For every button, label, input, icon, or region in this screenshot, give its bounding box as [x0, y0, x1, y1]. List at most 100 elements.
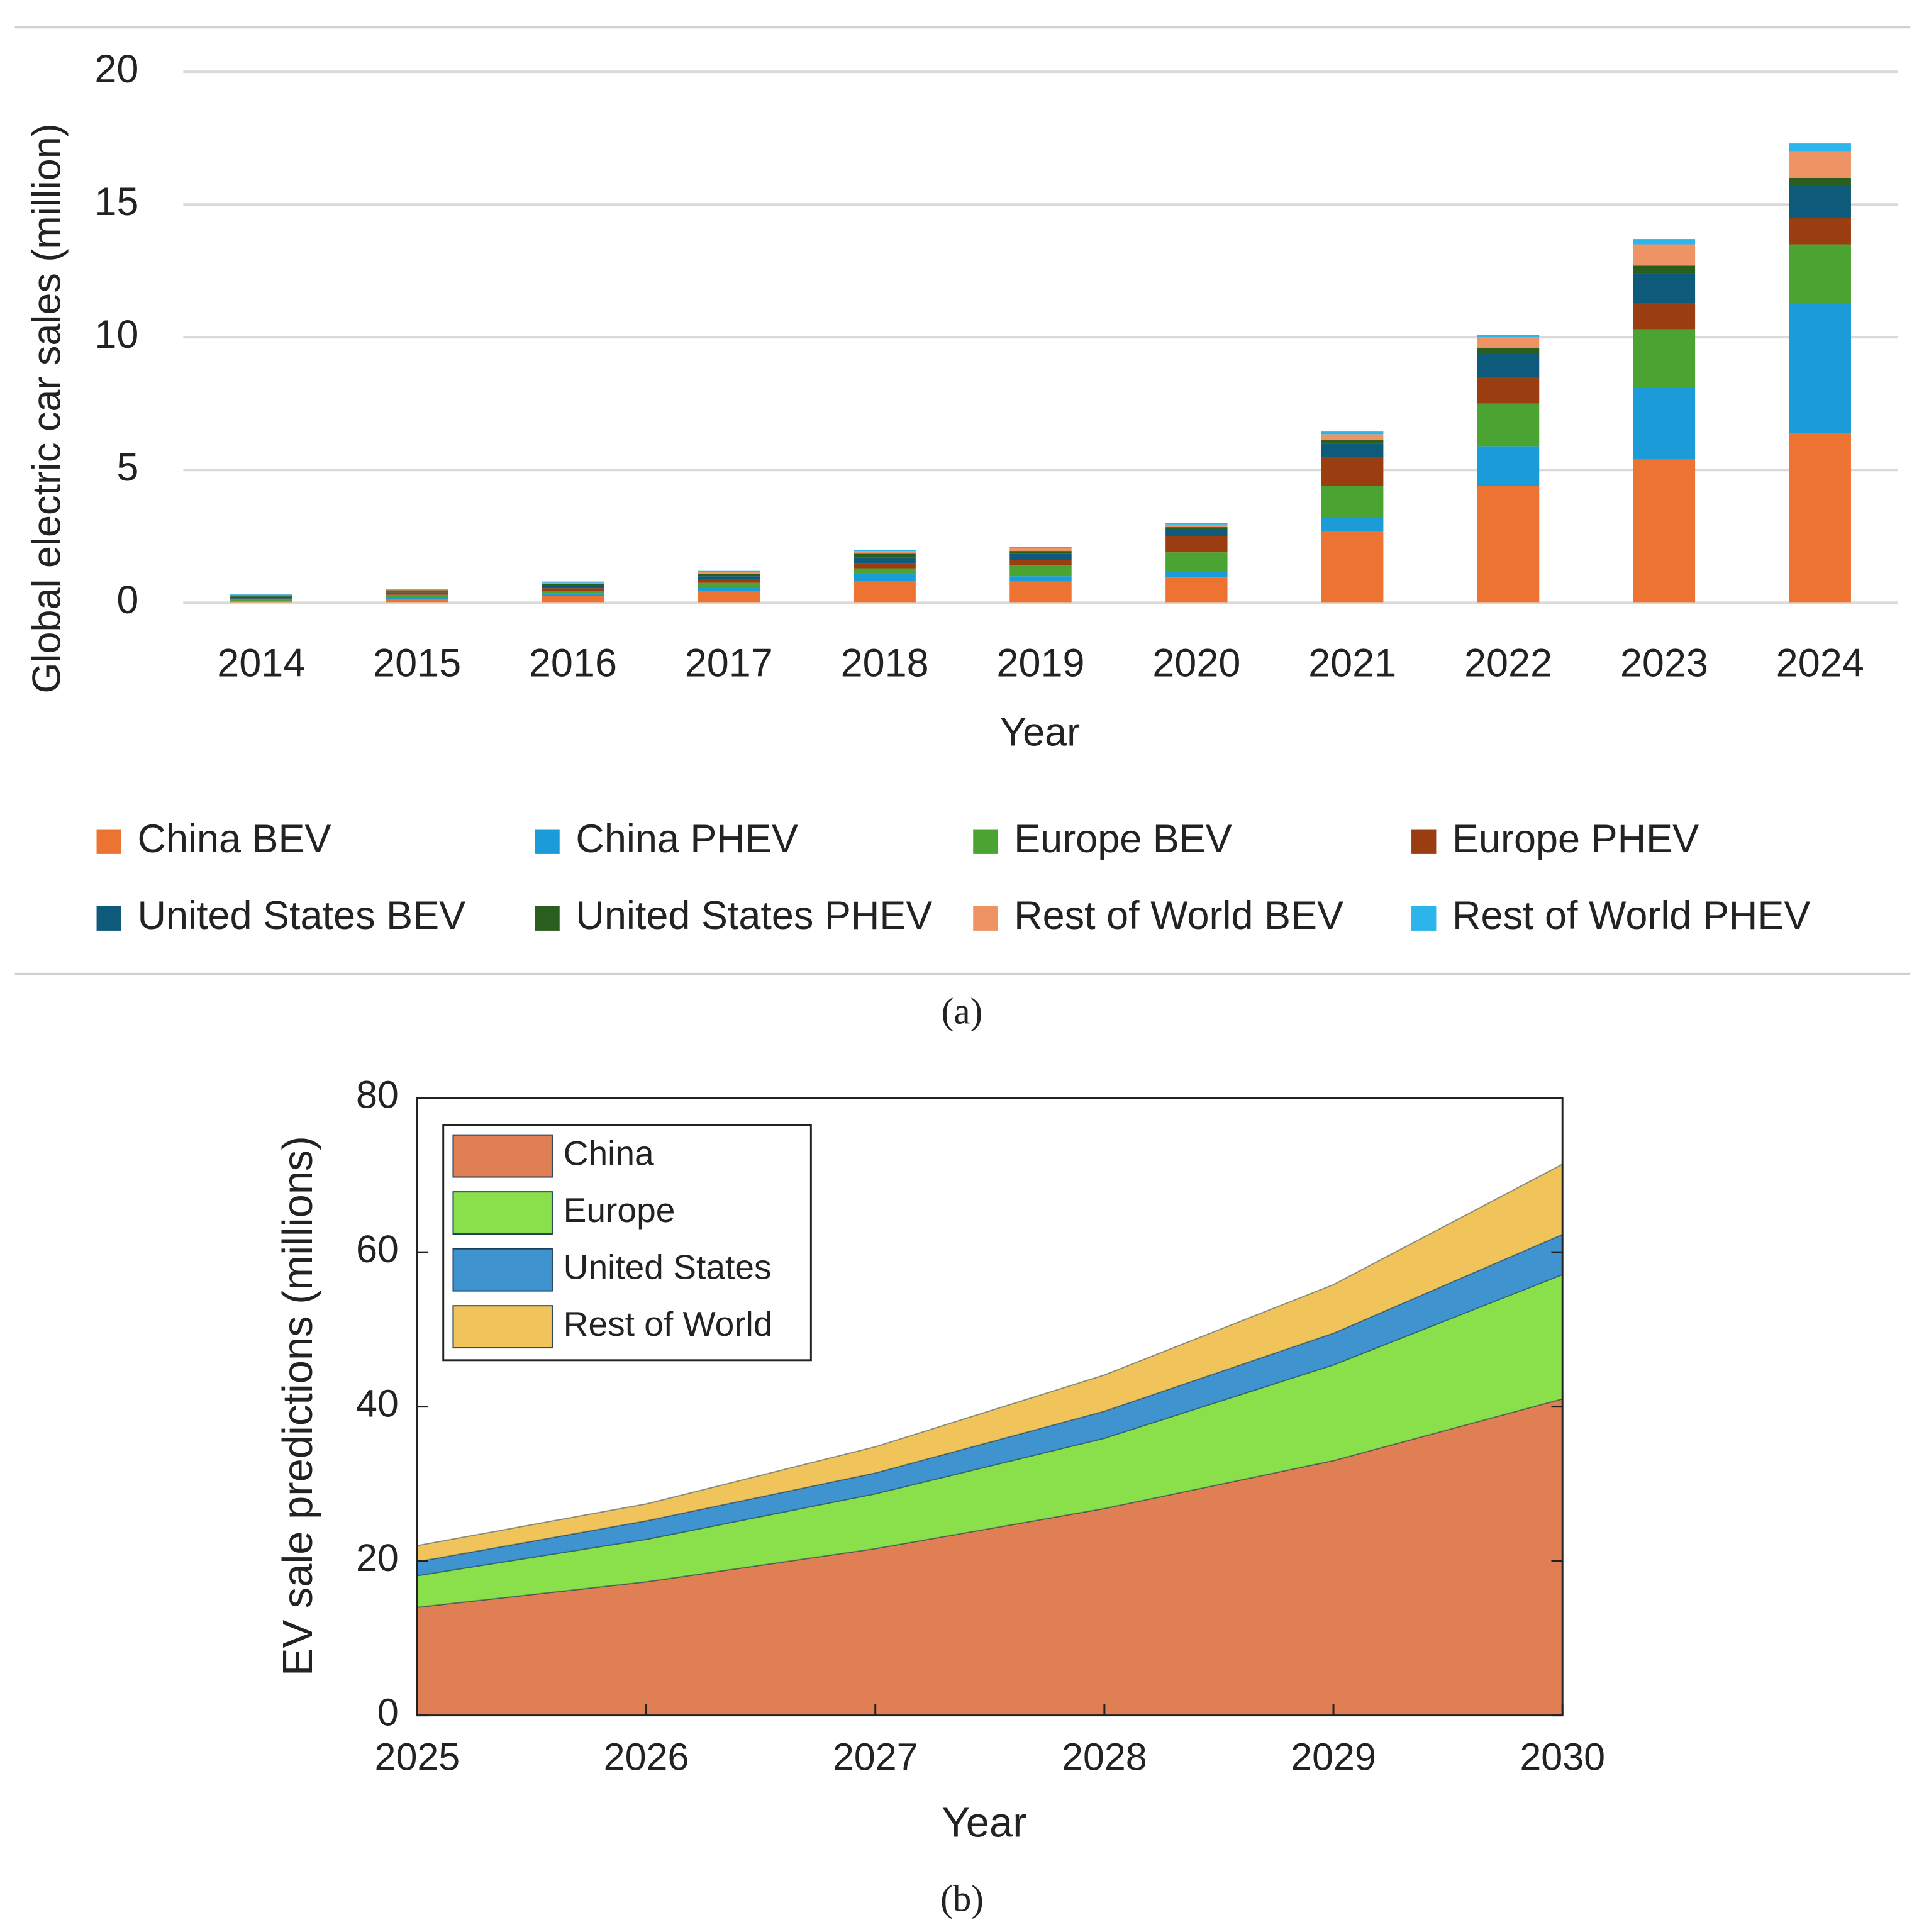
x-tick-label: 2015	[373, 641, 461, 685]
bar-segment	[1165, 536, 1228, 553]
legend-label: United States BEV	[138, 894, 466, 938]
bar-segment	[698, 582, 760, 587]
bar-segment	[1165, 523, 1228, 525]
x-tick-label: 2026	[604, 1736, 689, 1779]
bar-segment	[386, 589, 448, 591]
x-tick-label: 2019	[996, 641, 1084, 685]
legend-swatch	[973, 906, 998, 931]
bar-segment	[542, 581, 604, 583]
legend-label: China	[564, 1134, 654, 1173]
bar-segment	[1165, 527, 1228, 530]
bar-segment	[1321, 434, 1384, 440]
bar-segment	[1789, 151, 1851, 178]
bar-segment	[1477, 446, 1540, 486]
legend-label: Rest of World BEV	[1014, 894, 1343, 938]
bar-segment	[854, 551, 916, 554]
legend-label: United States	[564, 1248, 772, 1287]
bar-segment	[1789, 433, 1851, 603]
bar-segment	[230, 601, 292, 603]
caption: (b)	[940, 1877, 984, 1919]
bar-segment	[1165, 524, 1228, 528]
bar-segment	[854, 581, 916, 603]
bar-segment	[1009, 581, 1072, 603]
x-tick-label: 2025	[375, 1736, 460, 1779]
bar-segment	[1321, 486, 1384, 518]
y-tick-label: 15	[94, 180, 138, 224]
bar-segment	[1321, 518, 1384, 531]
bar-segment	[854, 553, 916, 558]
legend-swatch	[452, 1191, 553, 1235]
bar-segment	[698, 587, 760, 591]
bar-segment	[698, 570, 760, 572]
bar-segment	[1009, 565, 1072, 577]
legend-swatch	[973, 829, 998, 854]
bar-segment	[386, 599, 448, 603]
y-tick-label: 10	[94, 313, 138, 357]
legend-swatch	[96, 829, 121, 854]
bar-segment	[1477, 377, 1540, 404]
bar-segment	[1009, 553, 1072, 560]
bar-segment	[698, 572, 760, 574]
legend-label: Europe PHEV	[1452, 817, 1699, 861]
x-tick-label: 2016	[529, 641, 617, 685]
bar-segment	[542, 591, 604, 594]
bar-segment	[1789, 244, 1851, 303]
bar-segment	[1009, 560, 1072, 566]
bar-segment	[854, 563, 916, 569]
bar-segment	[854, 568, 916, 574]
y-tick-label: 0	[116, 578, 138, 622]
bar-segment	[854, 573, 916, 582]
y-axis-label: Global electric car sales (million)	[25, 123, 69, 693]
bar-segment	[698, 573, 760, 577]
x-tick-label: 2022	[1464, 641, 1552, 685]
bar-segment	[1477, 486, 1540, 603]
caption: (a)	[942, 990, 983, 1031]
x-tick-label: 2024	[1776, 641, 1864, 685]
y-tick-label: 40	[356, 1382, 399, 1425]
bar-segment	[1789, 303, 1851, 433]
x-axis-label: Year	[942, 1799, 1026, 1846]
bar-segment	[1633, 387, 1696, 460]
bar-segment	[386, 591, 448, 593]
bar-segment	[1633, 329, 1696, 388]
legend-swatch	[452, 1305, 553, 1349]
legend-swatch	[96, 906, 121, 931]
bar-segment	[542, 586, 604, 589]
bar-segment	[230, 599, 292, 601]
legend-swatch	[1411, 829, 1437, 854]
bar-segment	[1321, 439, 1384, 444]
y-tick-label: 80	[356, 1074, 399, 1116]
bar-segment	[542, 596, 604, 603]
legend-label: China BEV	[138, 817, 331, 861]
bar-segment	[854, 549, 916, 552]
bar-segment	[230, 598, 292, 600]
bar-segment	[1633, 303, 1696, 330]
bar-segment	[1321, 431, 1384, 435]
bar-segment	[386, 592, 448, 595]
bar-segment	[1009, 551, 1072, 554]
bar-segment	[386, 594, 448, 597]
bar-segment	[698, 579, 760, 583]
x-axis-label: Year	[1000, 711, 1080, 755]
x-tick-label: 2021	[1308, 641, 1396, 685]
bar-segment	[1477, 335, 1540, 338]
x-tick-label: 2023	[1620, 641, 1708, 685]
bar-segment	[1165, 552, 1228, 572]
x-tick-label: 2027	[833, 1736, 918, 1779]
y-tick-label: 5	[116, 445, 138, 489]
bar-segment	[542, 584, 604, 586]
bar-segment	[230, 594, 292, 595]
legend-label: Rest of World	[564, 1304, 773, 1343]
bar-segment	[386, 597, 448, 599]
y-tick-label: 0	[377, 1691, 399, 1734]
bar-segment	[542, 588, 604, 591]
bar-segment	[1633, 265, 1696, 274]
bar-segment	[698, 591, 760, 603]
bar-segment	[1477, 337, 1540, 348]
bar-segment	[1789, 177, 1851, 186]
bar-segment	[1633, 244, 1696, 266]
x-tick-label: 2028	[1062, 1736, 1147, 1779]
x-tick-label: 2017	[685, 641, 773, 685]
x-tick-label: 2014	[217, 641, 305, 685]
